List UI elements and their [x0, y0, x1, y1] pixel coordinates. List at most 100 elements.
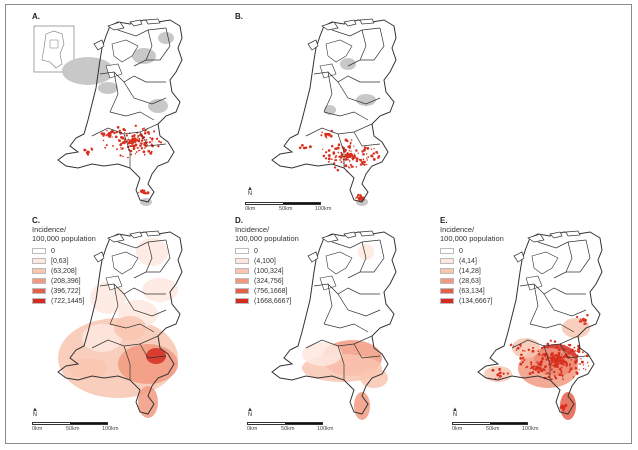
- case-dot: [362, 148, 366, 152]
- case-dot: [337, 143, 341, 146]
- case-dot: [102, 132, 106, 136]
- province-border: [323, 111, 369, 121]
- province-border: [313, 283, 380, 295]
- case-dot: [359, 163, 363, 166]
- case-dot: [138, 135, 140, 137]
- case-dot: [536, 369, 538, 372]
- province-border: [323, 283, 333, 325]
- case-dot: [362, 152, 365, 156]
- case-dot: [139, 144, 142, 147]
- case-dot: [349, 152, 352, 155]
- case-dot: [580, 357, 582, 360]
- case-dot: [324, 133, 327, 135]
- case-dot: [350, 139, 353, 141]
- case-dot: [155, 137, 159, 140]
- case-dot: [336, 168, 340, 172]
- island: [307, 251, 319, 263]
- legend-item: 0: [440, 246, 504, 256]
- case-dot: [561, 366, 563, 369]
- case-dot: [353, 154, 356, 157]
- case-dot: [537, 366, 540, 370]
- case-dot: [135, 151, 138, 153]
- case-dot: [123, 131, 126, 134]
- case-dot: [372, 156, 374, 158]
- case-dot: [528, 372, 532, 375]
- case-dot: [580, 360, 584, 364]
- island: [93, 39, 105, 51]
- case-dot: [568, 343, 572, 347]
- province-border: [537, 239, 587, 249]
- case-dot: [573, 346, 576, 349]
- case-dot: [347, 166, 350, 168]
- incidence-area: [90, 282, 126, 314]
- case-dot: [138, 137, 141, 140]
- case-dot: [558, 373, 562, 377]
- legend-item: (4,100]: [235, 256, 299, 266]
- case-dot: [497, 377, 500, 379]
- case-dot: [350, 150, 352, 152]
- case-dot: [356, 193, 360, 197]
- case-dot: [345, 154, 349, 158]
- incidence-area: [118, 344, 178, 384]
- case-dot: [370, 154, 374, 158]
- case-dot: [575, 354, 579, 358]
- case-dot: [553, 340, 557, 343]
- case-dot: [532, 346, 535, 349]
- province-border: [123, 81, 167, 105]
- grey-area: [356, 94, 376, 106]
- case-dot: [555, 357, 559, 360]
- province-border: [337, 81, 381, 105]
- scale-bar-e: 0km 50km 100km: [452, 422, 539, 433]
- case-dot: [107, 132, 110, 135]
- incidence-area: [138, 386, 158, 418]
- map-panel-a: [57, 18, 183, 206]
- case-dot: [305, 146, 308, 149]
- case-dot: [327, 149, 331, 152]
- case-dot: [574, 354, 576, 356]
- case-dot: [582, 368, 585, 370]
- lake: [319, 63, 337, 79]
- case-dot: [558, 355, 562, 359]
- province-border: [323, 323, 369, 333]
- province-border: [139, 343, 167, 359]
- province-border: [543, 345, 551, 380]
- case-dot: [346, 152, 349, 155]
- case-dot: [131, 142, 134, 145]
- case-dot: [519, 362, 523, 366]
- grey-area: [62, 57, 114, 85]
- case-dot: [110, 130, 114, 134]
- case-dot: [326, 132, 330, 136]
- lake: [325, 251, 353, 275]
- case-dot: [559, 406, 563, 409]
- case-dot: [363, 146, 367, 149]
- case-dot: [126, 135, 128, 137]
- case-dot: [121, 147, 124, 150]
- case-dot: [531, 349, 535, 353]
- case-dot: [557, 358, 560, 360]
- case-dot: [552, 361, 555, 364]
- case-dot: [578, 363, 580, 365]
- incidence-area: [136, 238, 168, 266]
- case-dot: [134, 153, 137, 155]
- case-dot: [136, 146, 139, 149]
- case-dot: [523, 359, 526, 361]
- case-dot: [576, 315, 579, 319]
- case-dot: [337, 151, 340, 154]
- island: [343, 19, 357, 27]
- case-dot: [349, 161, 351, 163]
- case-dot: [584, 369, 587, 371]
- case-dot: [355, 197, 357, 199]
- case-dot: [365, 157, 368, 159]
- province-border: [331, 239, 381, 249]
- panel-label-e: E.: [440, 216, 448, 225]
- case-dot: [145, 138, 148, 141]
- country-border: [57, 231, 183, 415]
- case-dot: [340, 156, 343, 159]
- incidence-area: [302, 342, 342, 366]
- case-dot: [321, 131, 324, 134]
- case-dot: [132, 144, 136, 148]
- case-dot: [336, 146, 340, 150]
- case-dot: [143, 127, 145, 129]
- case-dot: [566, 351, 568, 353]
- case-dot: [143, 132, 147, 135]
